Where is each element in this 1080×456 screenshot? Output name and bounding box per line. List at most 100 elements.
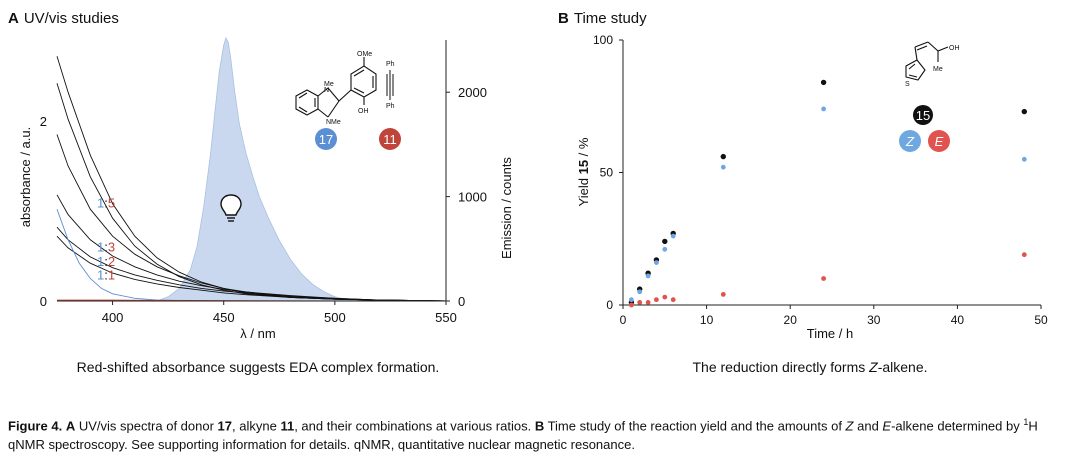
nme-top-label: Me [324,81,334,88]
panel-b-title: Time study [574,10,647,27]
time-study-axes [622,40,1041,306]
alkyne-badge: 11 [379,128,401,150]
b-x-tick-label: 50 [1034,313,1048,327]
x-tick-label: 500 [324,310,346,325]
ratio-separator: : [104,254,108,269]
caption-text-2: , alkyne [232,418,281,434]
y-tick-label: 0 [40,294,47,309]
b-y-axis-title-bold: 15 [576,160,591,174]
x-tick-label: 550 [435,310,457,325]
b-y-tick-label: 100 [593,33,613,47]
point-z [821,106,826,112]
product-s-label: S [905,81,910,88]
point-e [821,276,826,281]
ratio-donor-part: 1 [97,240,104,255]
product-badge: 15 [913,105,933,125]
y-axis-title: absorbance / a.u. [18,127,33,227]
ome-label: OMe [357,51,372,58]
ratio-label: 1:3 [97,240,115,255]
b-x-tick-label: 40 [951,313,965,327]
caption-text-5: and [853,418,883,434]
y-tick-label: 2 [40,114,47,129]
ratio-donor-part: 1 [97,267,104,282]
ratio-labels: 1:51:31:21:1 [97,195,115,282]
ratio-separator: : [104,195,108,210]
panel-b-subtitle: The reduction directly forms Z-alkene. [693,359,928,375]
panel-a-subtitle: Red-shifted absorbance suggests EDA comp… [77,359,440,375]
caption-text-6: -alkene determined by [891,418,1024,434]
point-e [670,297,676,303]
donor-badge: 17 [315,128,337,150]
caption-panel-a: A [65,418,76,434]
figure-caption: Figure 4. A UV/vis spectra of donor 17, … [8,413,1076,454]
point-z [654,260,659,265]
panel-a-heading: A UV/vis studies [8,10,119,27]
point-z [720,164,726,170]
x-tick-label: 400 [102,310,124,325]
b-y-axis-title: Yield 15 / % [576,137,591,206]
panel-a-label: A [8,10,19,27]
point-e [654,297,659,303]
donor-structure-labels: Me N NMe OMe OH [324,51,372,126]
caption-donor: 17 [217,418,233,434]
emission-spectrum [156,36,358,302]
caption-text-3: , and their combinations at various rati… [294,418,535,434]
emission-area [156,36,358,302]
y2-tick-label: 2000 [458,85,487,100]
caption-sup: 1 [1023,417,1029,427]
oh-label: OH [358,108,369,115]
point-e [662,294,668,300]
panel-b-label: B [558,10,569,27]
ratio-alkyne-part: 2 [108,254,115,269]
e-badge: E [928,130,950,152]
point-z [1021,156,1027,162]
point-e [1021,252,1027,258]
absorbance-series [56,56,447,302]
b-x-axis-title: Time / h [807,326,853,341]
caption-alkyne: 11 [280,418,295,434]
point-total [662,238,668,245]
ratio-separator: : [104,267,108,282]
y2-tick-label: 1000 [458,190,487,205]
b-y-tick-label: 0 [606,298,613,312]
b-x-tick-label: 30 [867,313,881,327]
point-e [637,300,643,305]
ratio-label: 1:5 [97,195,115,210]
b-x-tick-label: 20 [784,313,798,327]
y2-axis-title: Emission / counts [499,157,514,259]
uvvis-axes [57,40,447,302]
caption-text-7: H qNMR spectroscopy. See supporting info… [8,418,1038,453]
product-oh-label: OH [949,45,960,52]
point-z [645,273,651,279]
b-y-axis-title-after: / % [576,137,591,160]
point-total [720,153,726,160]
ratio-donor-part: 1 [97,195,104,210]
b-x-tick-label: 0 [620,313,627,327]
caption-z: Z [845,418,854,434]
alkyne-badge-label: 11 [383,132,397,147]
panel-b-subtitle-after: -alkene. [878,359,928,375]
ph-bottom-label: Ph [386,103,395,110]
caption-text-1: UV/vis spectra of donor [75,418,218,434]
z-badge: Z [899,130,921,152]
ratio-alkyne-part: 5 [108,195,115,210]
ratio-label: 1:2 [97,254,115,269]
caption-figure-label: Figure 4. [8,418,63,434]
point-total [1021,108,1027,115]
time-study-tick-labels: 0 10 20 30 40 50 0 50 100 [593,33,1048,327]
product-badge-label: 15 [916,108,930,123]
caption-panel-b: B [534,418,545,434]
ratio-alkyne-part: 3 [108,240,115,255]
ratio-label: 1:1 [97,267,115,282]
point-z [637,289,643,295]
caption-text-4: Time study of the reaction yield and the… [544,418,846,434]
point-e [629,302,634,308]
point-z [670,233,676,239]
y2-tick-label: 0 [458,294,465,309]
ratio-donor-part: 1 [97,254,104,269]
ratio-alkyne-part: 1 [108,267,115,282]
